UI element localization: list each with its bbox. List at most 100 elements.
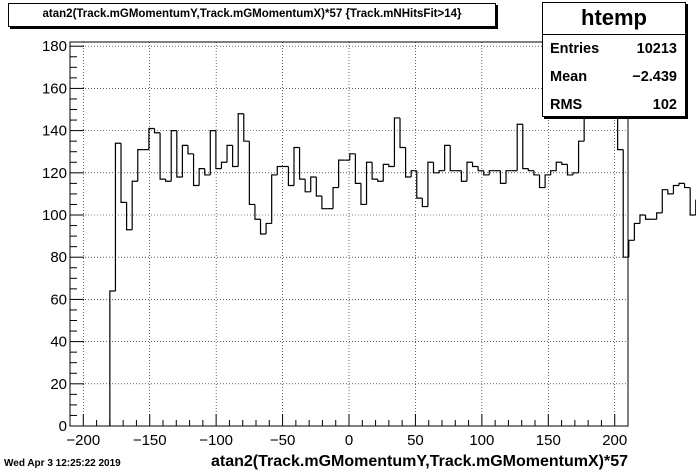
x-tick-label: 200 bbox=[602, 432, 627, 449]
histogram-bin bbox=[393, 117, 401, 167]
histogram-bin bbox=[137, 149, 144, 182]
histogram-bin bbox=[159, 132, 166, 180]
histogram-bin bbox=[287, 166, 294, 187]
histogram-bin bbox=[544, 174, 551, 188]
x-tick-label: −50 bbox=[270, 432, 295, 449]
histogram-bin bbox=[427, 161, 434, 207]
y-tick-label: 100 bbox=[42, 207, 67, 224]
histogram-bin bbox=[432, 162, 440, 174]
stats-value: −2.439 bbox=[632, 69, 677, 85]
y-tick-label: 60 bbox=[50, 291, 67, 308]
histogram-bin bbox=[471, 162, 479, 168]
x-tick-label: −100 bbox=[199, 432, 233, 449]
histogram-bin bbox=[293, 146, 300, 186]
histogram-bin bbox=[254, 204, 261, 220]
histogram-bin bbox=[187, 145, 194, 155]
stats-label: Entries bbox=[550, 41, 600, 57]
title-box: atan2(Track.mGMomentumY,Track.mGMomentum… bbox=[8, 3, 496, 27]
stats-name: htemp bbox=[543, 3, 685, 35]
histogram-bin bbox=[533, 170, 540, 176]
y-tick-label: 180 bbox=[42, 38, 67, 55]
histogram-bin bbox=[516, 123, 523, 171]
histogram-bin bbox=[628, 239, 635, 258]
histogram-bin bbox=[243, 113, 250, 142]
histogram-bin bbox=[416, 170, 423, 199]
histogram-bin bbox=[438, 170, 445, 173]
histogram-bin bbox=[449, 145, 456, 172]
stats-label: Mean bbox=[550, 69, 588, 85]
histogram-bin bbox=[181, 144, 188, 178]
x-tick-label: 0 bbox=[345, 432, 353, 449]
y-tick-label: 20 bbox=[50, 376, 67, 393]
stats-label: RMS bbox=[550, 97, 583, 113]
stats-row-mean: Mean −2.439 bbox=[543, 63, 685, 91]
histogram-bin bbox=[639, 214, 646, 224]
histogram-bin bbox=[382, 163, 389, 182]
histogram-bin bbox=[622, 149, 629, 258]
histogram-bin bbox=[572, 172, 579, 175]
histogram-bin bbox=[555, 161, 562, 171]
histogram-bin bbox=[198, 167, 205, 186]
x-tick-label: 100 bbox=[469, 432, 494, 449]
histogram-bin bbox=[131, 180, 138, 230]
histogram-bin bbox=[109, 290, 116, 426]
histogram-bin bbox=[259, 219, 267, 235]
histogram-bin bbox=[388, 164, 395, 168]
histogram-bin bbox=[298, 147, 306, 180]
histogram-bin bbox=[561, 162, 568, 165]
y-tick-label: 120 bbox=[42, 165, 67, 182]
histogram-bin bbox=[683, 183, 691, 189]
y-tick-label: 140 bbox=[42, 123, 67, 140]
stats-value: 10213 bbox=[636, 41, 677, 57]
chart-title: atan2(Track.mGMomentumY,Track.mGMomentum… bbox=[42, 8, 462, 20]
histogram-bin bbox=[204, 168, 211, 176]
histogram-bin bbox=[271, 174, 278, 224]
histogram-bin bbox=[483, 170, 490, 176]
histogram-bin bbox=[215, 130, 222, 170]
y-tick-label: 40 bbox=[50, 334, 67, 351]
histogram-bin bbox=[527, 168, 534, 172]
histogram-bin bbox=[176, 130, 183, 178]
histogram-bin bbox=[170, 130, 177, 182]
histogram-bin bbox=[421, 198, 428, 208]
histogram-bin bbox=[148, 127, 155, 150]
stats-row-rms: RMS 102 bbox=[543, 91, 685, 119]
histogram-bin bbox=[304, 179, 311, 193]
histogram-bin bbox=[125, 202, 133, 231]
stats-row-entries: Entries 10213 bbox=[543, 35, 685, 63]
histogram-bin bbox=[410, 170, 417, 178]
histogram-bin bbox=[248, 141, 255, 206]
y-tick-label: 0 bbox=[59, 418, 67, 435]
histogram-bin bbox=[232, 145, 239, 168]
histogram-bin bbox=[661, 189, 668, 213]
histogram-bin bbox=[354, 153, 361, 184]
histogram-bin bbox=[192, 153, 200, 187]
stats-box: htemp Entries 10213 Mean −2.439 RMS 102 bbox=[542, 2, 686, 117]
histogram-bin bbox=[644, 215, 652, 220]
histogram-bin bbox=[499, 170, 507, 184]
histogram-bin bbox=[633, 222, 640, 241]
histogram-bin bbox=[276, 165, 283, 175]
histogram-bin bbox=[360, 183, 367, 206]
stats-value: 102 bbox=[652, 97, 677, 113]
histogram-bin bbox=[209, 130, 216, 175]
histogram-bin bbox=[466, 161, 473, 182]
y-tick-label: 160 bbox=[42, 80, 67, 97]
histogram-bin bbox=[399, 117, 406, 149]
histogram-bin bbox=[165, 179, 172, 182]
histogram-bin bbox=[538, 174, 546, 189]
histogram-bin bbox=[667, 189, 674, 195]
histogram-bin bbox=[153, 128, 161, 134]
histogram-bin bbox=[220, 161, 228, 169]
histogram-bin bbox=[321, 196, 328, 210]
histogram-bin bbox=[672, 184, 680, 194]
y-tick-label: 80 bbox=[50, 249, 67, 266]
histogram-bin bbox=[444, 144, 451, 171]
histogram-bin bbox=[114, 142, 122, 291]
histogram-bin bbox=[678, 182, 685, 186]
histogram-bin bbox=[550, 170, 557, 175]
histogram-bin bbox=[488, 170, 495, 175]
timestamp: Wed Apr 3 12:25:22 2019 bbox=[4, 458, 121, 469]
histogram-bin bbox=[365, 161, 373, 205]
